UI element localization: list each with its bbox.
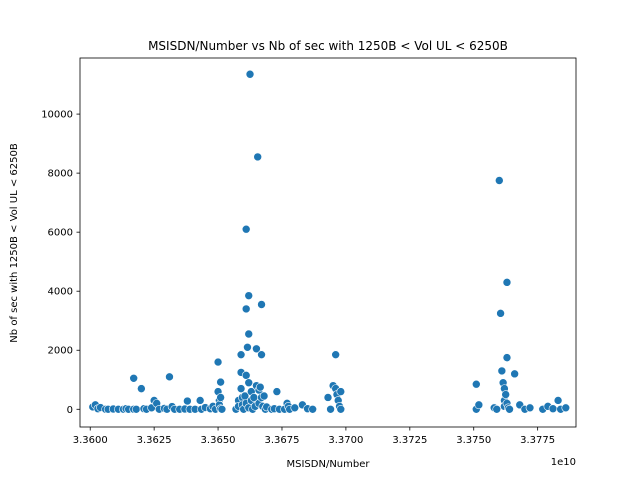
- scatter-point-23: [165, 372, 174, 382]
- x-tick-label-4: 3.3700: [328, 435, 363, 446]
- scatter-point-56: [241, 304, 251, 314]
- scatter-point-76: [257, 300, 266, 309]
- scatter-point-64: [245, 69, 255, 79]
- scatter-point-123: [510, 369, 519, 379]
- scatter-point-94: [308, 404, 317, 414]
- scatter-point-41: [216, 377, 225, 387]
- scatter-point-42: [216, 393, 225, 402]
- scatter-point-122: [505, 404, 514, 414]
- scatter-point-72: [253, 152, 262, 162]
- points-layer: [88, 69, 571, 414]
- scatter-point-37: [213, 357, 223, 367]
- x-tick-label-0: 3.3600: [73, 435, 108, 446]
- x-axis-ticks: 3.3600 3.3625 3.3650 3.3675 3.3700 3.3725 3.37…: [73, 427, 555, 446]
- y-axis-label: Nb of sec with 1250B < Vol UL < 6250B: [9, 143, 20, 343]
- scatter-point-62: [244, 378, 254, 388]
- scatter-point-75: [255, 382, 265, 392]
- y-axis-ticks: 0 2000 4000 6000 8000 10000: [41, 110, 80, 416]
- scatter-point-129: [548, 404, 558, 414]
- scatter-point-119: [502, 353, 512, 362]
- scatter-point-96: [326, 404, 335, 414]
- x-tick-label-7: 3.3775: [520, 435, 555, 446]
- y-tick-label-4: 8000: [48, 169, 73, 180]
- scatter-point-132: [561, 403, 571, 413]
- y-tick-label-2: 4000: [48, 287, 73, 298]
- x-tick-label-6: 3.3750: [456, 435, 491, 446]
- scatter-point-14: [137, 384, 146, 393]
- scatter-point-61: [244, 329, 254, 339]
- scatter-point-109: [492, 404, 502, 414]
- scatter-point-77: [257, 350, 266, 359]
- scatter-point-13: [131, 404, 141, 414]
- scatter-point-28: [183, 396, 192, 406]
- x-tick-label-3: 3.3675: [264, 435, 299, 446]
- scatter-point-118: [502, 278, 512, 287]
- y-tick-label-5: 10000: [41, 110, 73, 121]
- scatter-point-130: [553, 396, 563, 405]
- x-axis-label: MSISDN/Number: [287, 459, 371, 470]
- y-tick-label-1: 2000: [48, 346, 73, 357]
- scatter-point-117: [501, 390, 510, 399]
- scatter-point-107: [474, 400, 484, 410]
- scatter-point-12: [129, 373, 138, 383]
- scatter-point-44: [217, 404, 227, 414]
- y-tick-label-0: 0: [67, 405, 73, 416]
- scatter-point-126: [525, 403, 535, 413]
- chart-title: MSISDN/Number vs Nb of sec with 1250B < …: [148, 39, 508, 53]
- scatter-point-80: [259, 391, 269, 401]
- scatter-point-110: [494, 176, 504, 185]
- x-axis-offset-label: 1e10: [551, 457, 576, 468]
- scatter-point-98: [331, 350, 340, 359]
- x-tick-label-2: 3.3650: [201, 435, 236, 446]
- scatter-point-95: [323, 393, 333, 402]
- scatter-point-60: [244, 291, 254, 300]
- scatter-point-103: [336, 404, 346, 414]
- scatter-point-55: [241, 224, 251, 234]
- scatter-point-85: [272, 387, 282, 396]
- scatter-point-91: [290, 403, 300, 413]
- x-tick-label-1: 3.3625: [137, 435, 172, 446]
- scatter-point-31: [195, 396, 205, 405]
- scatter-point-112: [497, 366, 507, 376]
- y-tick-label-3: 6000: [48, 228, 73, 239]
- scatter-point-57: [241, 371, 251, 380]
- scatter-point-105: [471, 379, 481, 389]
- scatter-point-50: [236, 384, 246, 393]
- scatter-point-70: [252, 344, 261, 354]
- scatter-point-59: [243, 342, 252, 352]
- scatter-point-111: [496, 309, 505, 318]
- scatter-point-48: [236, 350, 246, 359]
- x-tick-label-5: 3.3725: [392, 435, 427, 446]
- scatter-point-104: [336, 387, 346, 396]
- plot-area-frame: [79, 57, 577, 428]
